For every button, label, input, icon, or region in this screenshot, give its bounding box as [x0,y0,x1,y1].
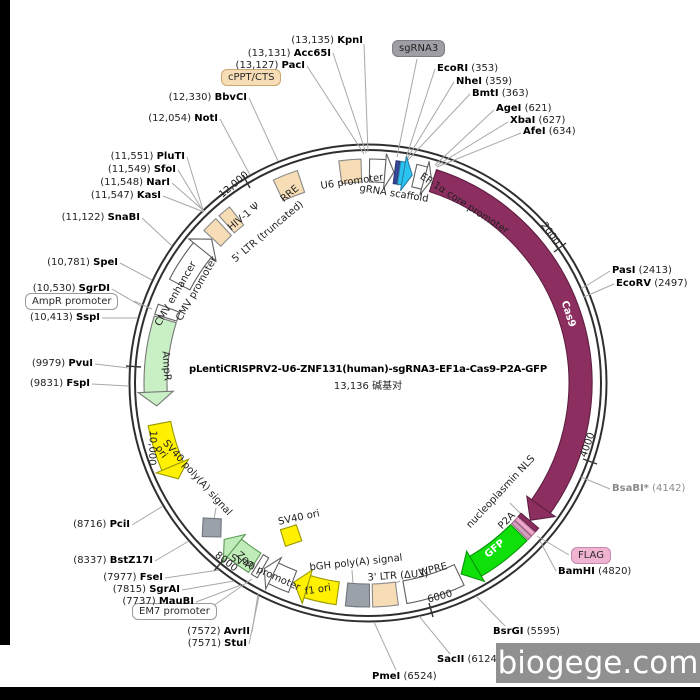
enzyme-bbvci: (12,330) BbvCI [168,92,247,103]
feature-ampr-promoter [154,303,181,322]
enzyme-ecori: EcoRI (353) [437,63,499,74]
feature-nucleoplasmin-nls [517,512,540,533]
enzyme-pvui: (9979) PvuI [31,358,93,369]
enzyme-pasi: PasI (2413) [612,265,672,276]
leader-lines [91,43,615,671]
feature-cas9 [428,169,593,521]
enzyme-kasi: (11,547) KasI [90,190,161,201]
flag-badge: FLAG [571,547,611,564]
feature-sv40-polya [201,517,222,538]
enzyme-paci: (13,127) PacI [235,60,305,71]
enzyme-sgrai: (7815) SgrAI [112,584,180,595]
enzyme-kpni: (13,135) KpnI [291,35,363,46]
feature-ltr3 [371,581,400,608]
plasmid-size: 13,136 碱基对 [333,381,403,392]
ampr-promoter-badge: AmpR promoter [25,293,119,310]
feature-ampr [136,315,177,407]
enzyme-ecorv: EcoRV (2497) [616,278,688,289]
enzyme-snabi: (11,122) SnaBI [61,212,140,223]
enzyme-bstz17i: (8337) BstZ17I [73,555,153,566]
feature-bgh-polya [344,582,371,608]
feature-zeo [222,533,262,574]
enzyme-afei: AfeI (634) [523,126,576,137]
tick-marks [125,174,598,618]
feature-grna-scaffold [396,156,413,192]
feature-f1-ori [293,568,340,606]
enzyme-sfoi: (11,549) SfoI [107,164,176,175]
feature-sv40-promoter [263,556,298,594]
enzyme-nhei: NheI (359) [456,76,513,87]
feature-shapes [136,153,593,608]
enzyme-fsei: (7977) FseI [103,572,163,583]
enzyme-stui: (7571) StuI [187,638,247,649]
feature-cppt-cts [338,158,363,185]
tick-10000: 10,000 [145,430,159,466]
feature-wpre [402,563,465,605]
feature-cmv-enh-prom [168,238,217,291]
enzyme-avrii: (7572) AvrII [187,626,250,637]
cppt-cts-badge: cPPT/CTS [221,69,282,86]
plasmid-title: pLentiCRISPRV2-U6-ZNF131(human)-sgRNA3-E… [189,364,547,375]
feature-sv40-ori [279,524,303,548]
feature-em7-promoter [250,553,270,579]
enzyme-spei: (10,781) SpeI [47,257,118,268]
feature-gfp [460,523,528,583]
enzyme-pmei: PmeI (6524) [372,671,437,682]
enzyme-sacii: SacII (6124) [437,654,501,665]
feature-flag [514,516,536,537]
feature-ori [147,420,190,480]
watermark: biogege.com [496,643,700,683]
enzyme-bsrgi: BsrGI (5595) [493,626,560,637]
em7-promoter-badge: EM7 promoter [132,603,217,620]
feature-rre [272,169,306,202]
feature-hiv-psi [218,206,245,234]
enzyme-fspi: (9831) FspI [29,378,90,389]
title-block: pLentiCRISPRV2-U6-ZNF131(human)-sgRNA3-E… [189,364,547,392]
feature-ef1a-core-promoter [411,161,433,196]
bottom-black-bar [0,687,700,700]
enzyme-agei: AgeI (621) [496,103,552,114]
enzyme-noti: (12,054) NotI [148,113,218,124]
enzyme-pluti: (11,551) PluTI [110,151,185,162]
feature-p2a [510,519,533,541]
feature-ltr5 [203,217,233,247]
enzyme-bamhi: BamHI (4820) [558,566,632,577]
enzyme-bsabi: BsaBI* (4142) [612,483,686,494]
enzyme-maubi: (7737) MauBI [122,596,194,607]
enzyme-xbai: XbaI (627) [510,115,566,126]
enzyme-nari: (11,548) NarI [100,177,170,188]
sgrna3-badge: sgRNA3 [392,40,446,57]
enzyme-bmti: BmtI (363) [472,88,529,99]
left-black-bar [0,0,10,645]
enzyme-pcii: (8716) PciI [73,519,130,530]
enzyme-acc65i: (13,131) Acc65I [247,48,331,59]
ampr-label: AmpR [159,350,173,382]
feature-sgrna3-target [392,160,401,185]
feature-u6-promoter [368,153,395,189]
enzyme-sspi: (10,413) SspI [29,312,100,323]
enzyme-sgrdi: (10,530) SgrDI [32,283,110,294]
